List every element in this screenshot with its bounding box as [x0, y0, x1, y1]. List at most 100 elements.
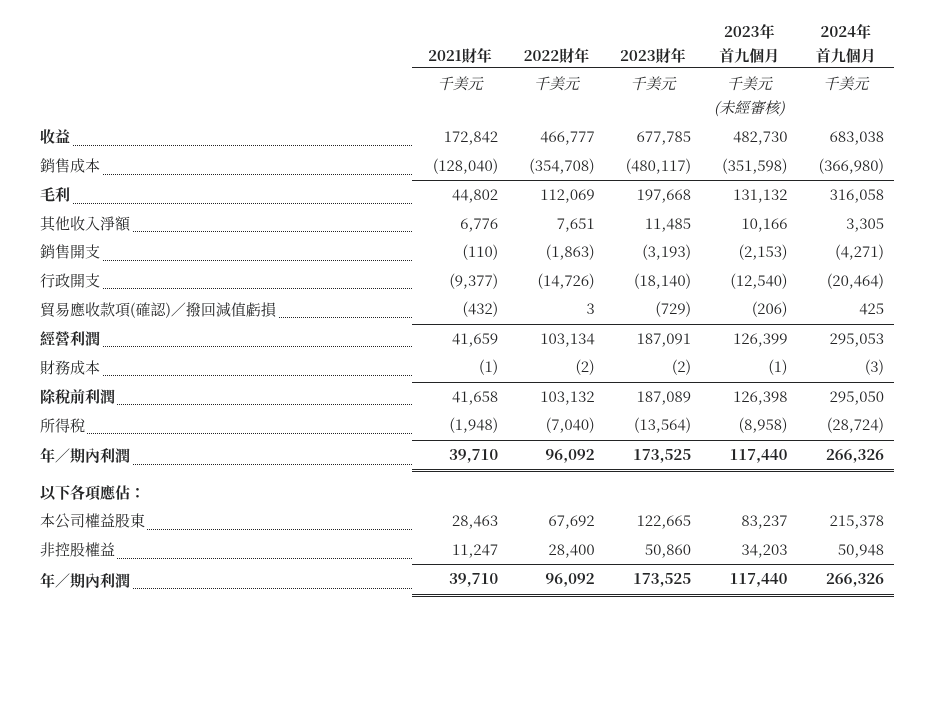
cogs-c3: (351,598): [701, 152, 797, 181]
fin-cost-c4: (3): [797, 353, 894, 382]
label-profit-2: 年／期內利潤: [40, 570, 132, 591]
selling-c4: (4,271): [797, 238, 894, 267]
row-selling: 銷售開支 (110) (1,863) (3,193) (2,153) (4,27…: [40, 238, 894, 267]
header-row-1: 2023年 2024年: [40, 20, 894, 44]
row-profit-2: 年／期內利潤 39,710 96,092 173,525 117,440 266…: [40, 565, 894, 596]
equity-c2: 122,665: [605, 507, 701, 536]
admin-c3: (12,540): [701, 267, 797, 296]
revenue-c0: 172,842: [412, 123, 508, 152]
label-trade-recv: 貿易應收款項(確認)／撥回減值虧損: [40, 299, 278, 320]
profit1-c4: 266,326: [797, 440, 894, 471]
label-attrib-head: 以下各項應佔：: [40, 482, 147, 503]
gross-c2: 197,668: [605, 181, 701, 210]
row-other-inc: 其他收入淨額 6,776 7,651 11,485 10,166 3,305: [40, 210, 894, 239]
tax-c3: (8,958): [701, 411, 797, 440]
tax-c0: (1,948): [412, 411, 508, 440]
row-tax: 所得稅 (1,948) (7,040) (13,564) (8,958) (28…: [40, 411, 894, 440]
other-inc-c0: 6,776: [412, 210, 508, 239]
selling-c2: (3,193): [605, 238, 701, 267]
label-selling: 銷售開支: [40, 241, 102, 262]
cogs-c4: (366,980): [797, 152, 894, 181]
profit1-c2: 173,525: [605, 440, 701, 471]
hdr-2021: 2021財年: [428, 45, 492, 66]
profit2-c1: 96,092: [508, 565, 604, 596]
label-revenue: 收益: [40, 126, 72, 147]
selling-c0: (110): [412, 238, 508, 267]
op-profit-c2: 187,091: [605, 324, 701, 353]
revenue-c3: 482,730: [701, 123, 797, 152]
pbt-c0: 41,658: [412, 382, 508, 411]
hdr-2024-9m-b: 首九個月: [816, 45, 876, 66]
profit2-c2: 173,525: [605, 565, 701, 596]
income-statement-table: 2023年 2024年 2021財年 2022財年 2023財年 首九個月 首九…: [40, 20, 894, 597]
trade-recv-c3: (206): [701, 295, 797, 324]
label-fin-cost: 財務成本: [40, 357, 102, 378]
trade-recv-c2: (729): [605, 295, 701, 324]
nci-c3: 34,203: [701, 536, 797, 565]
unit-5: 千美元: [823, 73, 868, 94]
row-gross: 毛利 44,802 112,069 197,668 131,132 316,05…: [40, 181, 894, 210]
hdr-2023-9m-a: 2023年: [724, 21, 775, 42]
header-unaudited-row: (未經審核): [40, 98, 894, 124]
row-nci: 非控股權益 11,247 28,400 50,860 34,203 50,948: [40, 536, 894, 565]
selling-c1: (1,863): [508, 238, 604, 267]
profit2-c0: 39,710: [412, 565, 508, 596]
trade-recv-c0: (432): [412, 295, 508, 324]
row-profit-1: 年／期內利潤 39,710 96,092 173,525 117,440 266…: [40, 440, 894, 471]
nci-c4: 50,948: [797, 536, 894, 565]
equity-c4: 215,378: [797, 507, 894, 536]
row-revenue: 收益 172,842 466,777 677,785 482,730 683,0…: [40, 123, 894, 152]
hdr-2022: 2022財年: [524, 45, 590, 66]
op-profit-c0: 41,659: [412, 324, 508, 353]
label-profit-1: 年／期內利潤: [40, 445, 132, 466]
unit-3: 千美元: [630, 73, 675, 94]
header-unit-row: 千美元 千美元 千美元 千美元 千美元: [40, 68, 894, 98]
unit-2: 千美元: [534, 73, 579, 94]
trade-recv-c1: 3: [508, 295, 604, 324]
unit-4: 千美元: [727, 73, 772, 94]
row-cogs: 銷售成本 (128,040) (354,708) (480,117) (351,…: [40, 152, 894, 181]
label-op-profit: 經營利潤: [40, 328, 102, 349]
admin-c4: (20,464): [797, 267, 894, 296]
pbt-c1: 103,132: [508, 382, 604, 411]
unaudited: (未經審核): [714, 97, 785, 118]
pbt-c3: 126,398: [701, 382, 797, 411]
profit2-c4: 266,326: [797, 565, 894, 596]
label-pbt: 除稅前利潤: [40, 386, 117, 407]
gross-c1: 112,069: [508, 181, 604, 210]
op-profit-c3: 126,399: [701, 324, 797, 353]
row-equity: 本公司權益股東 28,463 67,692 122,665 83,237 215…: [40, 507, 894, 536]
fin-cost-c1: (2): [508, 353, 604, 382]
op-profit-c1: 103,134: [508, 324, 604, 353]
equity-c0: 28,463: [412, 507, 508, 536]
pbt-c2: 187,089: [605, 382, 701, 411]
label-admin: 行政開支: [40, 270, 102, 291]
gross-c0: 44,802: [412, 181, 508, 210]
revenue-c4: 683,038: [797, 123, 894, 152]
revenue-c2: 677,785: [605, 123, 701, 152]
equity-c3: 83,237: [701, 507, 797, 536]
row-op-profit: 經營利潤 41,659 103,134 187,091 126,399 295,…: [40, 324, 894, 353]
row-admin: 行政開支 (9,377) (14,726) (18,140) (12,540) …: [40, 267, 894, 296]
admin-c2: (18,140): [605, 267, 701, 296]
profit1-c0: 39,710: [412, 440, 508, 471]
cogs-c1: (354,708): [508, 152, 604, 181]
label-cogs: 銷售成本: [40, 155, 102, 176]
revenue-c1: 466,777: [508, 123, 604, 152]
row-pbt: 除稅前利潤 41,658 103,132 187,089 126,398 295…: [40, 382, 894, 411]
gross-c3: 131,132: [701, 181, 797, 210]
hdr-2023-9m-b: 首九個月: [719, 45, 779, 66]
hdr-2023: 2023財年: [620, 45, 686, 66]
profit1-c3: 117,440: [701, 440, 797, 471]
other-inc-c4: 3,305: [797, 210, 894, 239]
admin-c0: (9,377): [412, 267, 508, 296]
profit2-c3: 117,440: [701, 565, 797, 596]
trade-recv-c4: 425: [797, 295, 894, 324]
admin-c1: (14,726): [508, 267, 604, 296]
nci-c2: 50,860: [605, 536, 701, 565]
header-row-2: 2021財年 2022財年 2023財年 首九個月 首九個月: [40, 44, 894, 68]
other-inc-c2: 11,485: [605, 210, 701, 239]
other-inc-c3: 10,166: [701, 210, 797, 239]
fin-cost-c3: (1): [701, 353, 797, 382]
row-fin-cost: 財務成本 (1) (2) (2) (1) (3): [40, 353, 894, 382]
